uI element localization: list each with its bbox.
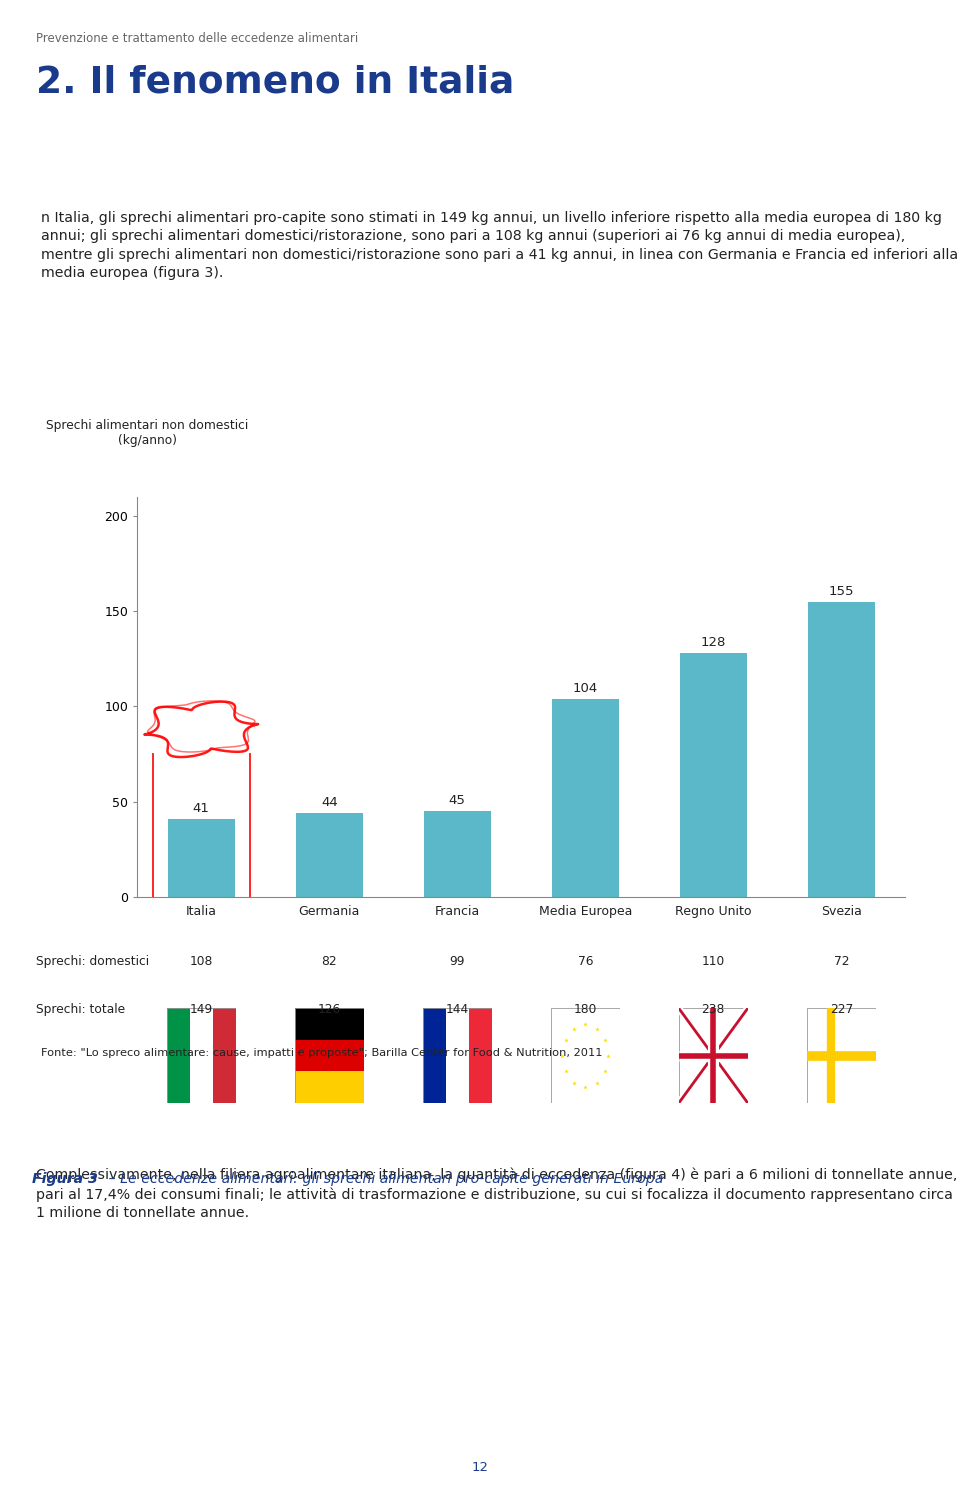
Bar [295,1071,364,1103]
Bar [190,1008,213,1103]
Text: Complessivamente, nella filiera agroalimentare italiana, la quantità di eccedenz: Complessivamente, nella filiera agroalim… [36,1168,958,1221]
Bar [422,1008,445,1103]
Bar [167,1008,190,1103]
Text: – Le eccedenze alimentari: gli sprechi alimentari pro-capite generati in Europa: – Le eccedenze alimentari: gli sprechi a… [104,1172,663,1186]
Bar [168,818,234,897]
Bar [295,1040,364,1071]
Text: 238: 238 [702,1004,725,1016]
Text: 2. Il fenomeno in Italia: 2. Il fenomeno in Italia [36,65,515,101]
Bar [213,1008,236,1103]
Text: 180: 180 [573,1004,597,1016]
Bar [296,812,363,897]
Bar [468,1008,492,1103]
Text: 99: 99 [449,955,465,967]
Text: Sprechi: domestici: Sprechi: domestici [36,955,150,967]
Text: 144: 144 [445,1004,468,1016]
Text: 72: 72 [833,955,849,967]
Text: 41: 41 [193,802,209,815]
Text: Fonte: "Lo spreco alimentare: cause, impatti e proposte"; Barilla Center for Foo: Fonte: "Lo spreco alimentare: cause, imp… [41,1047,603,1058]
Text: 128: 128 [701,636,726,650]
Text: 76: 76 [578,955,593,967]
Text: 82: 82 [322,955,337,967]
Text: 155: 155 [828,585,854,598]
Text: Figura 3: Figura 3 [32,1172,98,1186]
Text: Prevenzione e trattamento delle eccedenze alimentari: Prevenzione e trattamento delle eccedenz… [36,32,359,45]
Text: 110: 110 [702,955,725,967]
Text: 45: 45 [449,794,466,808]
Bar [295,1008,364,1040]
Text: 149: 149 [190,1004,213,1016]
Text: 44: 44 [321,796,338,809]
Bar [424,811,491,897]
Text: Sprechi alimentari non domestici
(kg/anno): Sprechi alimentari non domestici (kg/ann… [46,419,249,448]
Text: n Italia, gli sprechi alimentari pro-capite sono stimati in 149 kg annui, un liv: n Italia, gli sprechi alimentari pro-cap… [41,211,958,280]
Bar [680,653,747,897]
Bar [552,699,618,897]
Text: 227: 227 [829,1004,852,1016]
Bar [445,1008,468,1103]
Text: Sprechi: totale: Sprechi: totale [36,1004,126,1016]
Text: 104: 104 [573,683,598,695]
Bar [808,601,875,897]
Text: 108: 108 [189,955,213,967]
Text: 12: 12 [471,1460,489,1474]
Text: 126: 126 [318,1004,341,1016]
